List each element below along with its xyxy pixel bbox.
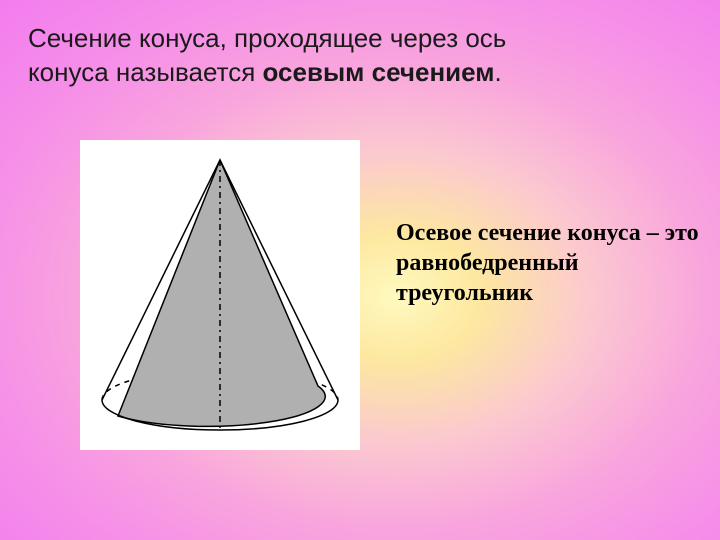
axial-section	[118, 160, 325, 426]
heading-line2-bold: осевым сечением	[263, 57, 495, 87]
heading-line2-pre: конуса называется	[28, 57, 263, 87]
cone-figure	[80, 140, 360, 450]
caption-text: Осевое сечение конуса – это равнобедренн…	[396, 220, 699, 306]
cone-svg	[80, 140, 360, 450]
heading-line1: Сечение конуса, проходящее через ось	[28, 23, 506, 53]
heading-line2-post: .	[494, 57, 501, 87]
caption: Осевое сечение конуса – это равнобедренн…	[396, 218, 706, 308]
heading: Сечение конуса, проходящее через ось кон…	[28, 22, 506, 90]
